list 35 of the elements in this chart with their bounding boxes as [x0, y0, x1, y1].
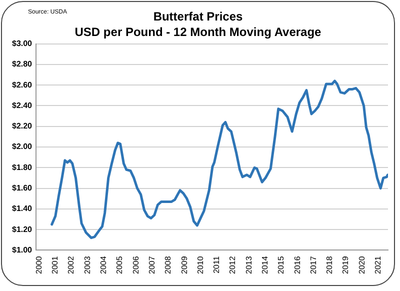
- y-tick-label: $1.40: [12, 204, 33, 214]
- x-tick-label: 2008: [164, 256, 173, 274]
- x-tick-label: 2012: [228, 256, 238, 274]
- x-tick-label: 2001: [50, 256, 60, 274]
- y-tick-label: $1.80: [12, 162, 33, 172]
- x-tick-label: 2004: [99, 256, 108, 274]
- y-tick-label: $1.00: [12, 245, 33, 254]
- y-tick-label: $2.20: [12, 122, 33, 131]
- x-tick-label: 2009: [180, 256, 189, 274]
- y-tick-label: $2.60: [12, 80, 33, 90]
- x-tick-label: 2015: [276, 256, 286, 274]
- x-tick-label: 2013: [244, 256, 254, 274]
- x-tick-label: 2017: [308, 256, 318, 274]
- x-tick-label: 2020: [357, 256, 366, 274]
- x-tick-label: 2000: [34, 256, 44, 274]
- x-tick-label: 2006: [131, 256, 140, 274]
- x-tick-label: 2018: [325, 256, 334, 274]
- y-tick-label: $2.00: [12, 142, 33, 152]
- x-tick-label: 2003: [82, 256, 92, 274]
- x-tick-label: 2016: [292, 256, 302, 274]
- x-tick-label: 2014: [260, 256, 270, 274]
- y-tick-label: $2.80: [12, 60, 33, 69]
- y-tick-label: $2.40: [12, 100, 33, 110]
- y-tick-label: $1.60: [12, 183, 33, 192]
- x-tick-label: 2005: [115, 256, 124, 274]
- x-tick-label: 2011: [212, 256, 222, 274]
- x-tick-label: 2002: [66, 256, 76, 274]
- chart-subtitle: USD per Pound - 12 Month Moving Average: [74, 24, 322, 39]
- y-tick-label: $3.00: [12, 39, 33, 48]
- x-tick-label: 2021: [374, 256, 383, 274]
- x-tick-label: 2007: [147, 256, 156, 274]
- x-tick-label: 2019: [341, 256, 350, 274]
- chart-title: Butterfat Prices: [153, 10, 243, 24]
- x-tick-label: 2010: [196, 256, 205, 274]
- y-tick-label: $1.20: [12, 224, 33, 234]
